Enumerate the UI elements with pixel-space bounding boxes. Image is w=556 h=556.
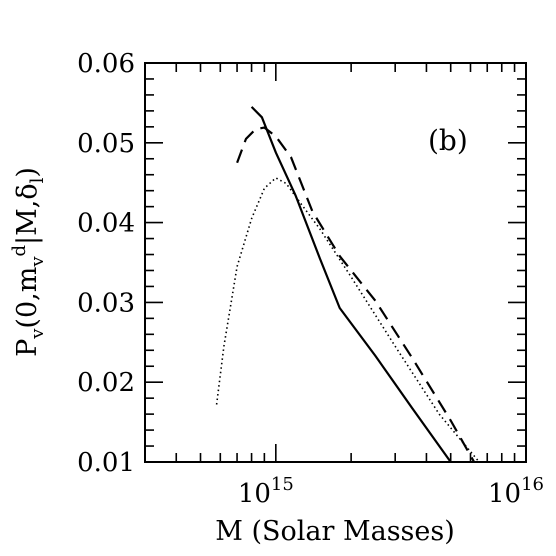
y-tick-label: 0.02 [77, 368, 135, 398]
y-tick-labels: 0.01 0.02 0.03 0.04 0.05 0.06 [77, 49, 135, 478]
y-tick-label: 0.01 [77, 448, 135, 478]
y-axis-title: Pv(0,mvd|M,δl) [9, 167, 48, 357]
x-tick-label: 1016 [488, 474, 544, 509]
y-tick-label: 0.03 [77, 288, 135, 318]
axis-ticks [144, 62, 526, 463]
x-tick-label: 1015 [238, 474, 294, 509]
series-line-dashed [236, 126, 476, 463]
axes-frame [144, 62, 527, 463]
x-axis-title: M (Solar Masses) [215, 516, 455, 547]
y-tick-label: 0.04 [77, 209, 135, 239]
y-tick-label: 0.05 [77, 129, 135, 159]
plot-area [215, 106, 480, 463]
panel-label: (b) [428, 124, 468, 157]
series-line-dotted [215, 176, 480, 463]
series-line-solid [250, 106, 452, 463]
y-tick-label: 0.06 [77, 49, 135, 79]
x-tick-labels: 1015 1016 [238, 474, 544, 509]
